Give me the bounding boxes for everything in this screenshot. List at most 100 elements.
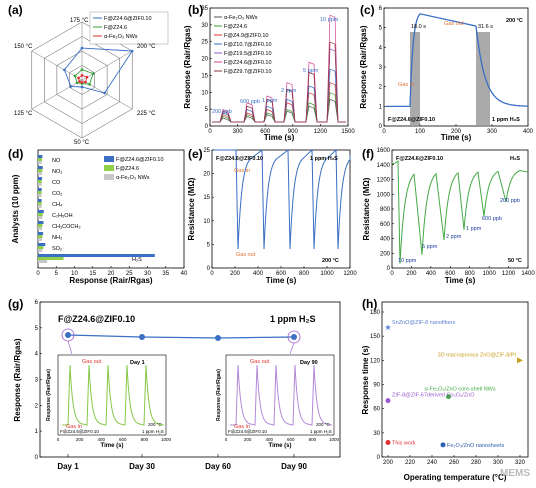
- xtick-label: Day 30: [129, 462, 155, 471]
- xtick-label: 1000: [320, 271, 334, 277]
- ytick-label: 10: [201, 90, 208, 96]
- radar-chart: [31, 21, 134, 139]
- radar-legend: F@Z24.6@ZIF0.10 F@Z24.6 α-Fe₂O₃ NWs: [89, 11, 169, 45]
- xtick-label: 15: [89, 271, 96, 277]
- xtick-label: 5: [55, 271, 59, 277]
- bar-d: [38, 183, 42, 186]
- yticks-c: 0 1 2 3 4 5 6: [379, 6, 386, 130]
- bar-d: [38, 199, 42, 202]
- xtick-label: Day 60: [205, 462, 231, 471]
- radar-point: [75, 81, 79, 85]
- inset-xtick: 1000: [161, 437, 172, 442]
- gas-label: CH₃COCH₃: [52, 224, 81, 230]
- ytick-label: 1400: [377, 163, 391, 169]
- bar-d: [38, 213, 43, 216]
- xtick-label: 0: [36, 271, 40, 277]
- xtick-label: 320: [515, 460, 526, 466]
- ytick-label: 15: [203, 195, 210, 201]
- ytick-label: 30: [373, 431, 380, 437]
- radar-angle-200: 200 °C: [137, 44, 156, 50]
- sample-g: F@Z24.6@ZIF0.10: [58, 314, 135, 324]
- xticks-c: 0 100 200 300 400: [382, 124, 534, 135]
- yticks-h: 0 30 60 90 120 150 180: [370, 310, 384, 461]
- ytick-label: 4: [35, 352, 39, 358]
- annot-f-5ppm: 5 ppm: [422, 244, 438, 250]
- xtick-label: 200: [230, 271, 241, 277]
- radar-point: [80, 68, 84, 71]
- bar-d: [38, 221, 44, 224]
- radar-point: [85, 75, 89, 79]
- annot-b-2ppm: 2 ppm: [281, 88, 297, 94]
- annot-b-1ppm: 1 ppm: [262, 98, 278, 104]
- point-label-h: α-Fe₂O₃/ZnO core-shell NWs: [425, 387, 496, 393]
- plot-frame-e: [211, 149, 351, 269]
- bar-d: [38, 172, 43, 175]
- gas-label: NO₂: [52, 169, 62, 175]
- xtick-label: 25: [126, 271, 133, 277]
- ytick-label: 0: [35, 455, 39, 461]
- ytick-label: 15: [201, 73, 208, 79]
- panel-label-f: (f): [362, 147, 374, 161]
- response-curve-c: [386, 13, 529, 108]
- inset2-ylabel: Response (Rair/Rgas): [216, 369, 222, 421]
- bar-d: [38, 235, 43, 238]
- legend-b-3: F@Z4.9@ZIF0.10: [224, 33, 268, 39]
- xtick-label: 600: [445, 271, 456, 277]
- legend-d-2: F@Z24.6: [116, 166, 139, 172]
- inset2-xlabel: Time (s): [269, 443, 292, 449]
- ytick-label: 30: [201, 23, 208, 29]
- ytick-label: 0: [205, 124, 209, 130]
- point-label-h: 3D macroporous ZnO@ZIF-8/Pt: [438, 352, 517, 358]
- plot-frame-h: [381, 301, 529, 458]
- ytick-label: 150: [370, 334, 381, 340]
- ytick-label: 180: [370, 310, 381, 316]
- panel-c: (c) 18.0 s 31.6 s Gas out Gas in 200 °C …: [359, 3, 534, 142]
- gas-in-e: Gas in: [234, 168, 250, 174]
- ytick-label: 1000: [377, 192, 391, 198]
- gas-f: H₂S: [510, 156, 520, 162]
- resp-window-c: [410, 32, 420, 125]
- bar-d: [38, 191, 42, 194]
- sample-c: F@Z24.6@ZIF0.10: [388, 117, 435, 123]
- inset1-title: Day 1: [130, 360, 145, 366]
- gas-labels-d: NO NO₂ CO CO₂ CH₄ C₂H₅OH CH₃COCH₃ NH₃ SO₂ H₂S: [52, 158, 142, 263]
- ylabel-f: Resistance (MΩ): [362, 177, 371, 240]
- ytick-label: 0: [207, 266, 211, 272]
- gas-label: SO₂: [52, 246, 62, 252]
- xtick-label: 200: [451, 129, 462, 135]
- conc-c: 1 ppm H₂S: [492, 117, 520, 123]
- inset-xtick: 1000: [329, 437, 340, 442]
- ytick-label: 2: [379, 85, 383, 91]
- sample-e: F@Z24.6@ZIF0.10: [216, 156, 263, 162]
- xticks-f: 0 200 400 600 800 1000 1200 1400: [390, 266, 535, 277]
- annot-f-200ppb: 200 ppb: [500, 198, 520, 204]
- panel-label-h: (h): [362, 297, 377, 311]
- panel-a: (a) F@Z24.6@ZIF0.10 F@Z24.6 α-Fe₂O₃ NWs …: [8, 3, 169, 146]
- inset-xtick: 200: [76, 437, 84, 442]
- ytick-label: 6: [35, 300, 39, 306]
- ylabel-b: Response (Rair/Rgas): [183, 25, 192, 108]
- annot-f-2ppm: 2 ppm: [446, 234, 462, 240]
- series-b-3: [212, 82, 346, 123]
- xtick-label: 800: [299, 271, 310, 277]
- radar-axis: [31, 50, 83, 81]
- radar-angle-50: 50 °C: [74, 140, 90, 146]
- inset-xtick: 0: [225, 437, 228, 442]
- watermark: MEMS: [500, 468, 530, 479]
- temp-c: 200 °C: [506, 18, 523, 24]
- xticks-h: 200 220 240 260 280 300 320: [383, 455, 526, 466]
- resp-time-c: 18.0 s: [411, 24, 426, 30]
- xtick-label: 1000: [482, 271, 496, 277]
- bar-d: [38, 210, 44, 213]
- resistance-curve-f: [391, 160, 529, 264]
- panel-label-d: (d): [8, 147, 23, 161]
- annot-b-5ppm: 5 ppm: [303, 68, 319, 74]
- bar-d: [38, 246, 44, 249]
- xtick-label: 1200: [343, 271, 357, 277]
- ytick-label: 3: [379, 65, 383, 71]
- inset1-gas-out: Gas out: [82, 359, 102, 365]
- ytick-label: 5: [35, 326, 39, 332]
- ytick-label: 5: [205, 107, 209, 113]
- gas-label: H₂S: [132, 257, 142, 263]
